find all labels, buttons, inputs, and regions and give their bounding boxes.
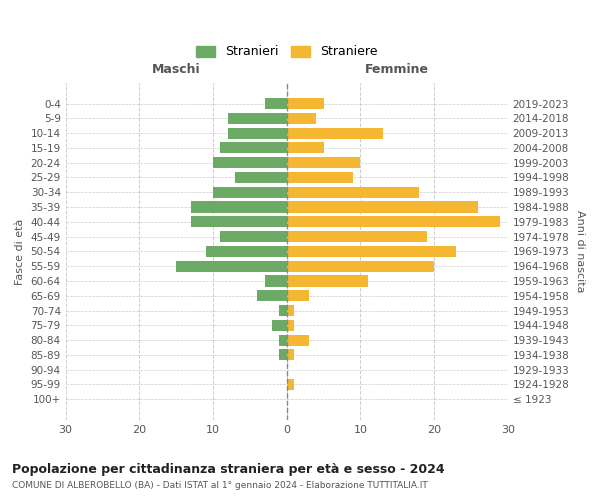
- Bar: [287, 246, 456, 257]
- Bar: [287, 157, 361, 168]
- Bar: [191, 202, 287, 212]
- Bar: [191, 216, 287, 228]
- Bar: [280, 334, 287, 345]
- Bar: [287, 113, 316, 124]
- Bar: [206, 246, 287, 257]
- Bar: [287, 128, 383, 138]
- Bar: [287, 231, 427, 242]
- Legend: Stranieri, Straniere: Stranieri, Straniere: [193, 42, 381, 62]
- Bar: [287, 186, 419, 198]
- Bar: [213, 186, 287, 198]
- Bar: [287, 334, 309, 345]
- Bar: [287, 142, 323, 154]
- Bar: [287, 350, 294, 360]
- Text: Femmine: Femmine: [365, 63, 429, 76]
- Text: Popolazione per cittadinanza straniera per età e sesso - 2024: Popolazione per cittadinanza straniera p…: [12, 462, 445, 475]
- Bar: [257, 290, 287, 302]
- Bar: [228, 113, 287, 124]
- Bar: [220, 142, 287, 154]
- Bar: [287, 172, 353, 183]
- Bar: [213, 157, 287, 168]
- Text: Maschi: Maschi: [152, 63, 200, 76]
- Bar: [287, 98, 323, 109]
- Bar: [265, 98, 287, 109]
- Bar: [272, 320, 287, 331]
- Bar: [287, 290, 309, 302]
- Bar: [176, 260, 287, 272]
- Bar: [287, 276, 368, 286]
- Bar: [228, 128, 287, 138]
- Bar: [287, 260, 434, 272]
- Y-axis label: Fasce di età: Fasce di età: [15, 218, 25, 284]
- Bar: [287, 202, 478, 212]
- Bar: [287, 379, 294, 390]
- Bar: [287, 216, 500, 228]
- Text: COMUNE DI ALBEROBELLO (BA) - Dati ISTAT al 1° gennaio 2024 - Elaborazione TUTTIT: COMUNE DI ALBEROBELLO (BA) - Dati ISTAT …: [12, 481, 428, 490]
- Bar: [220, 231, 287, 242]
- Bar: [287, 305, 294, 316]
- Y-axis label: Anni di nascita: Anni di nascita: [575, 210, 585, 292]
- Bar: [265, 276, 287, 286]
- Bar: [287, 320, 294, 331]
- Bar: [280, 305, 287, 316]
- Bar: [280, 350, 287, 360]
- Bar: [235, 172, 287, 183]
